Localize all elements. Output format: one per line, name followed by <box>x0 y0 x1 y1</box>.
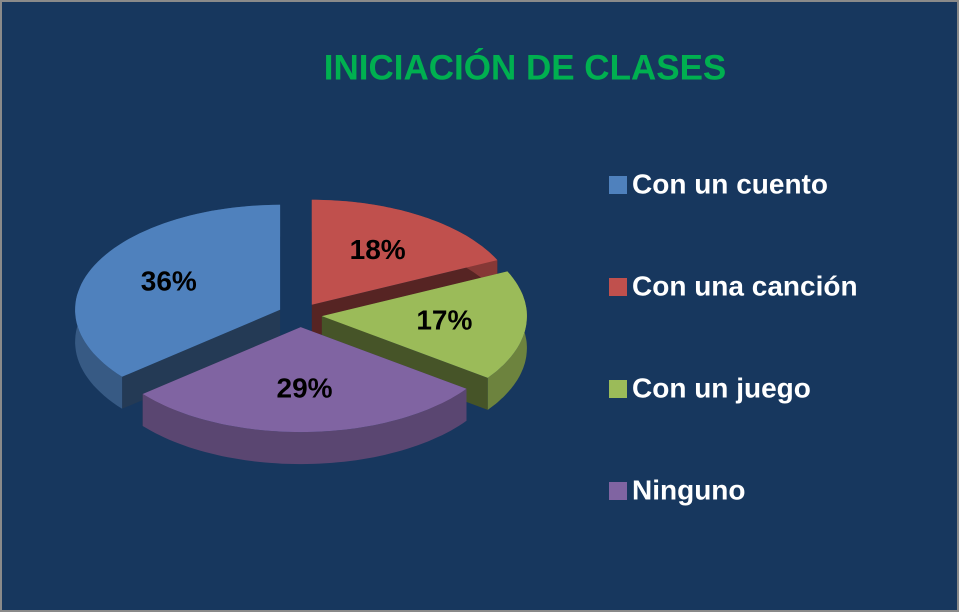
legend-swatch <box>609 482 627 500</box>
data-label: 18% <box>350 234 406 265</box>
slice-wall <box>122 309 281 409</box>
slice-side <box>142 388 467 465</box>
legend-label: Con una canción <box>632 270 858 301</box>
slice <box>142 327 467 433</box>
legend-label: Con un cuento <box>632 168 828 199</box>
slice <box>311 199 498 305</box>
legend-swatch <box>609 278 627 296</box>
slice <box>75 204 281 377</box>
legend-swatch <box>609 176 627 194</box>
legend-label: Ninguno <box>632 474 746 505</box>
slice <box>321 271 527 378</box>
data-label: 29% <box>277 372 333 403</box>
legend-label: Con un juego <box>632 372 811 403</box>
chart-title: INICIACIÓN DE CLASES <box>324 47 727 87</box>
data-label: 36% <box>141 265 197 296</box>
legend-swatch <box>609 380 627 398</box>
data-label: 17% <box>416 304 472 335</box>
